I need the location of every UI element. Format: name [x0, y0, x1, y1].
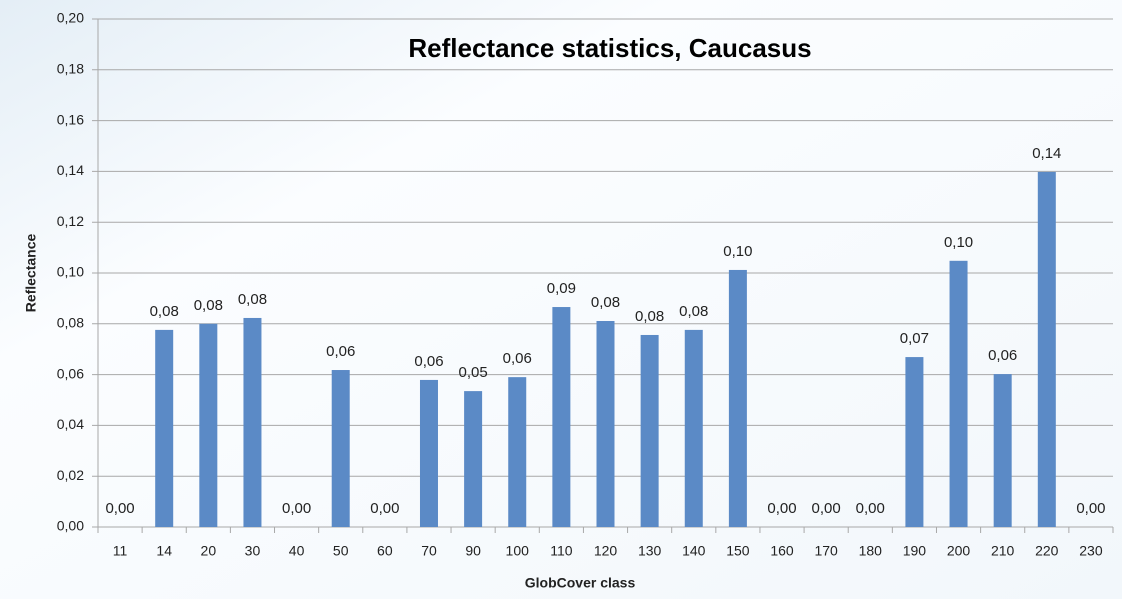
x-tick-label: 11	[113, 543, 128, 559]
x-tick-label: 230	[1079, 543, 1103, 559]
x-tick-label: 120	[594, 543, 618, 559]
x-tick-label: 14	[156, 543, 172, 559]
bar	[243, 317, 262, 527]
y-tick-label: 0,08	[57, 315, 84, 331]
x-tick-label: 110	[550, 543, 573, 559]
y-tick-label: 0,18	[57, 61, 84, 77]
y-tick-label: 0,02	[57, 467, 84, 483]
bar	[596, 321, 615, 527]
x-tick-label: 200	[947, 543, 971, 559]
x-tick-label: 50	[333, 543, 349, 559]
data-label: 0,08	[635, 308, 664, 325]
x-tick-label: 60	[377, 543, 393, 559]
data-label: 0,00	[282, 500, 311, 517]
bar	[684, 329, 703, 527]
bar	[728, 269, 747, 527]
y-tick-label: 0,20	[57, 10, 84, 26]
data-label: 0,07	[900, 330, 929, 347]
x-tick-label: 70	[421, 543, 437, 559]
chart-title: Reflectance statistics, Caucasus	[408, 33, 811, 63]
y-tick-label: 0,06	[57, 365, 84, 381]
data-label: 0,00	[1076, 500, 1105, 517]
y-tick-label: 0,14	[57, 162, 84, 178]
bar	[993, 374, 1012, 527]
x-tick-label: 150	[726, 543, 750, 559]
y-tick-label: 0,00	[57, 518, 84, 534]
x-tick-label: 170	[814, 543, 838, 559]
bar	[419, 379, 438, 527]
bar	[552, 307, 571, 527]
data-label: 0,00	[856, 500, 885, 517]
data-label: 0,10	[723, 243, 752, 260]
x-tick-label: 140	[682, 543, 706, 559]
y-tick-label: 0,10	[57, 264, 84, 280]
data-label: 0,00	[370, 500, 399, 517]
data-label: 0,14	[1032, 145, 1061, 162]
x-tick-label: 40	[289, 543, 305, 559]
x-tick-label: 220	[1035, 543, 1059, 559]
data-label: 0,10	[944, 234, 973, 251]
data-label: 0,08	[238, 291, 267, 308]
data-label: 0,08	[194, 297, 223, 314]
bar	[905, 357, 924, 527]
y-axis-title: Reflectance	[23, 233, 39, 312]
x-tick-label: 160	[770, 543, 794, 559]
x-tick-label: 190	[903, 543, 927, 559]
y-tick-label: 0,12	[57, 213, 84, 229]
x-tick-label: 100	[506, 543, 530, 559]
x-tick-label: 20	[201, 543, 217, 559]
data-label: 0,06	[503, 350, 532, 367]
data-label: 0,08	[591, 294, 620, 311]
bar	[464, 391, 483, 527]
data-label: 0,00	[812, 500, 841, 517]
x-tick-label: 90	[465, 543, 481, 559]
x-axis-title: GlobCover class	[525, 575, 636, 591]
bar	[640, 334, 659, 527]
y-tick-label: 0,16	[57, 111, 84, 127]
x-tick-label: 210	[991, 543, 1015, 559]
data-label: 0,06	[988, 347, 1017, 364]
bar	[155, 329, 174, 527]
bar	[199, 323, 218, 527]
data-label: 0,08	[679, 303, 708, 320]
data-label: 0,00	[767, 500, 796, 517]
bar	[508, 377, 527, 527]
data-label: 0,06	[414, 353, 443, 370]
data-label: 0,09	[547, 280, 576, 297]
data-label: 0,05	[459, 364, 488, 381]
bar	[949, 260, 968, 527]
x-tick-label: 130	[638, 543, 662, 559]
y-tick-label: 0,04	[57, 416, 84, 432]
x-tick-label: 180	[859, 543, 883, 559]
bar	[1037, 171, 1056, 527]
x-tick-label: 30	[245, 543, 261, 559]
bar	[331, 370, 350, 527]
data-label: 0,06	[326, 343, 355, 360]
data-label: 0,00	[105, 500, 134, 517]
data-label: 0,08	[150, 303, 179, 320]
